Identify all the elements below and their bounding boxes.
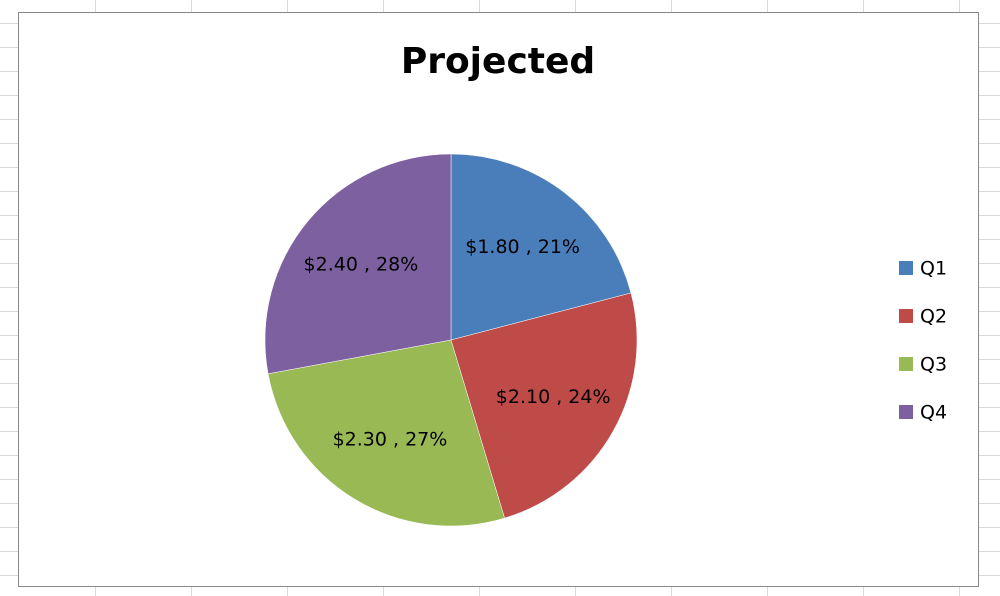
pie-slice — [264, 153, 452, 375]
pie-slice — [450, 153, 632, 341]
legend-label: Q4 — [920, 402, 947, 424]
chart-title: Projected — [401, 41, 595, 82]
data-label: $2.40 , 28% — [304, 254, 419, 276]
legend-label: Q3 — [920, 354, 947, 376]
legend-swatch — [899, 405, 913, 419]
legend-swatch — [899, 309, 913, 323]
pie-slice — [267, 339, 505, 527]
legend-swatch — [899, 357, 913, 371]
pie-slice — [450, 292, 638, 519]
data-label: $1.80 , 21% — [465, 236, 580, 258]
data-label: $2.30 , 27% — [333, 429, 448, 451]
legend-label: Q2 — [920, 306, 947, 328]
legend-swatch — [899, 261, 913, 275]
legend-label: Q1 — [920, 258, 947, 280]
data-label: $2.10 , 24% — [496, 386, 611, 408]
